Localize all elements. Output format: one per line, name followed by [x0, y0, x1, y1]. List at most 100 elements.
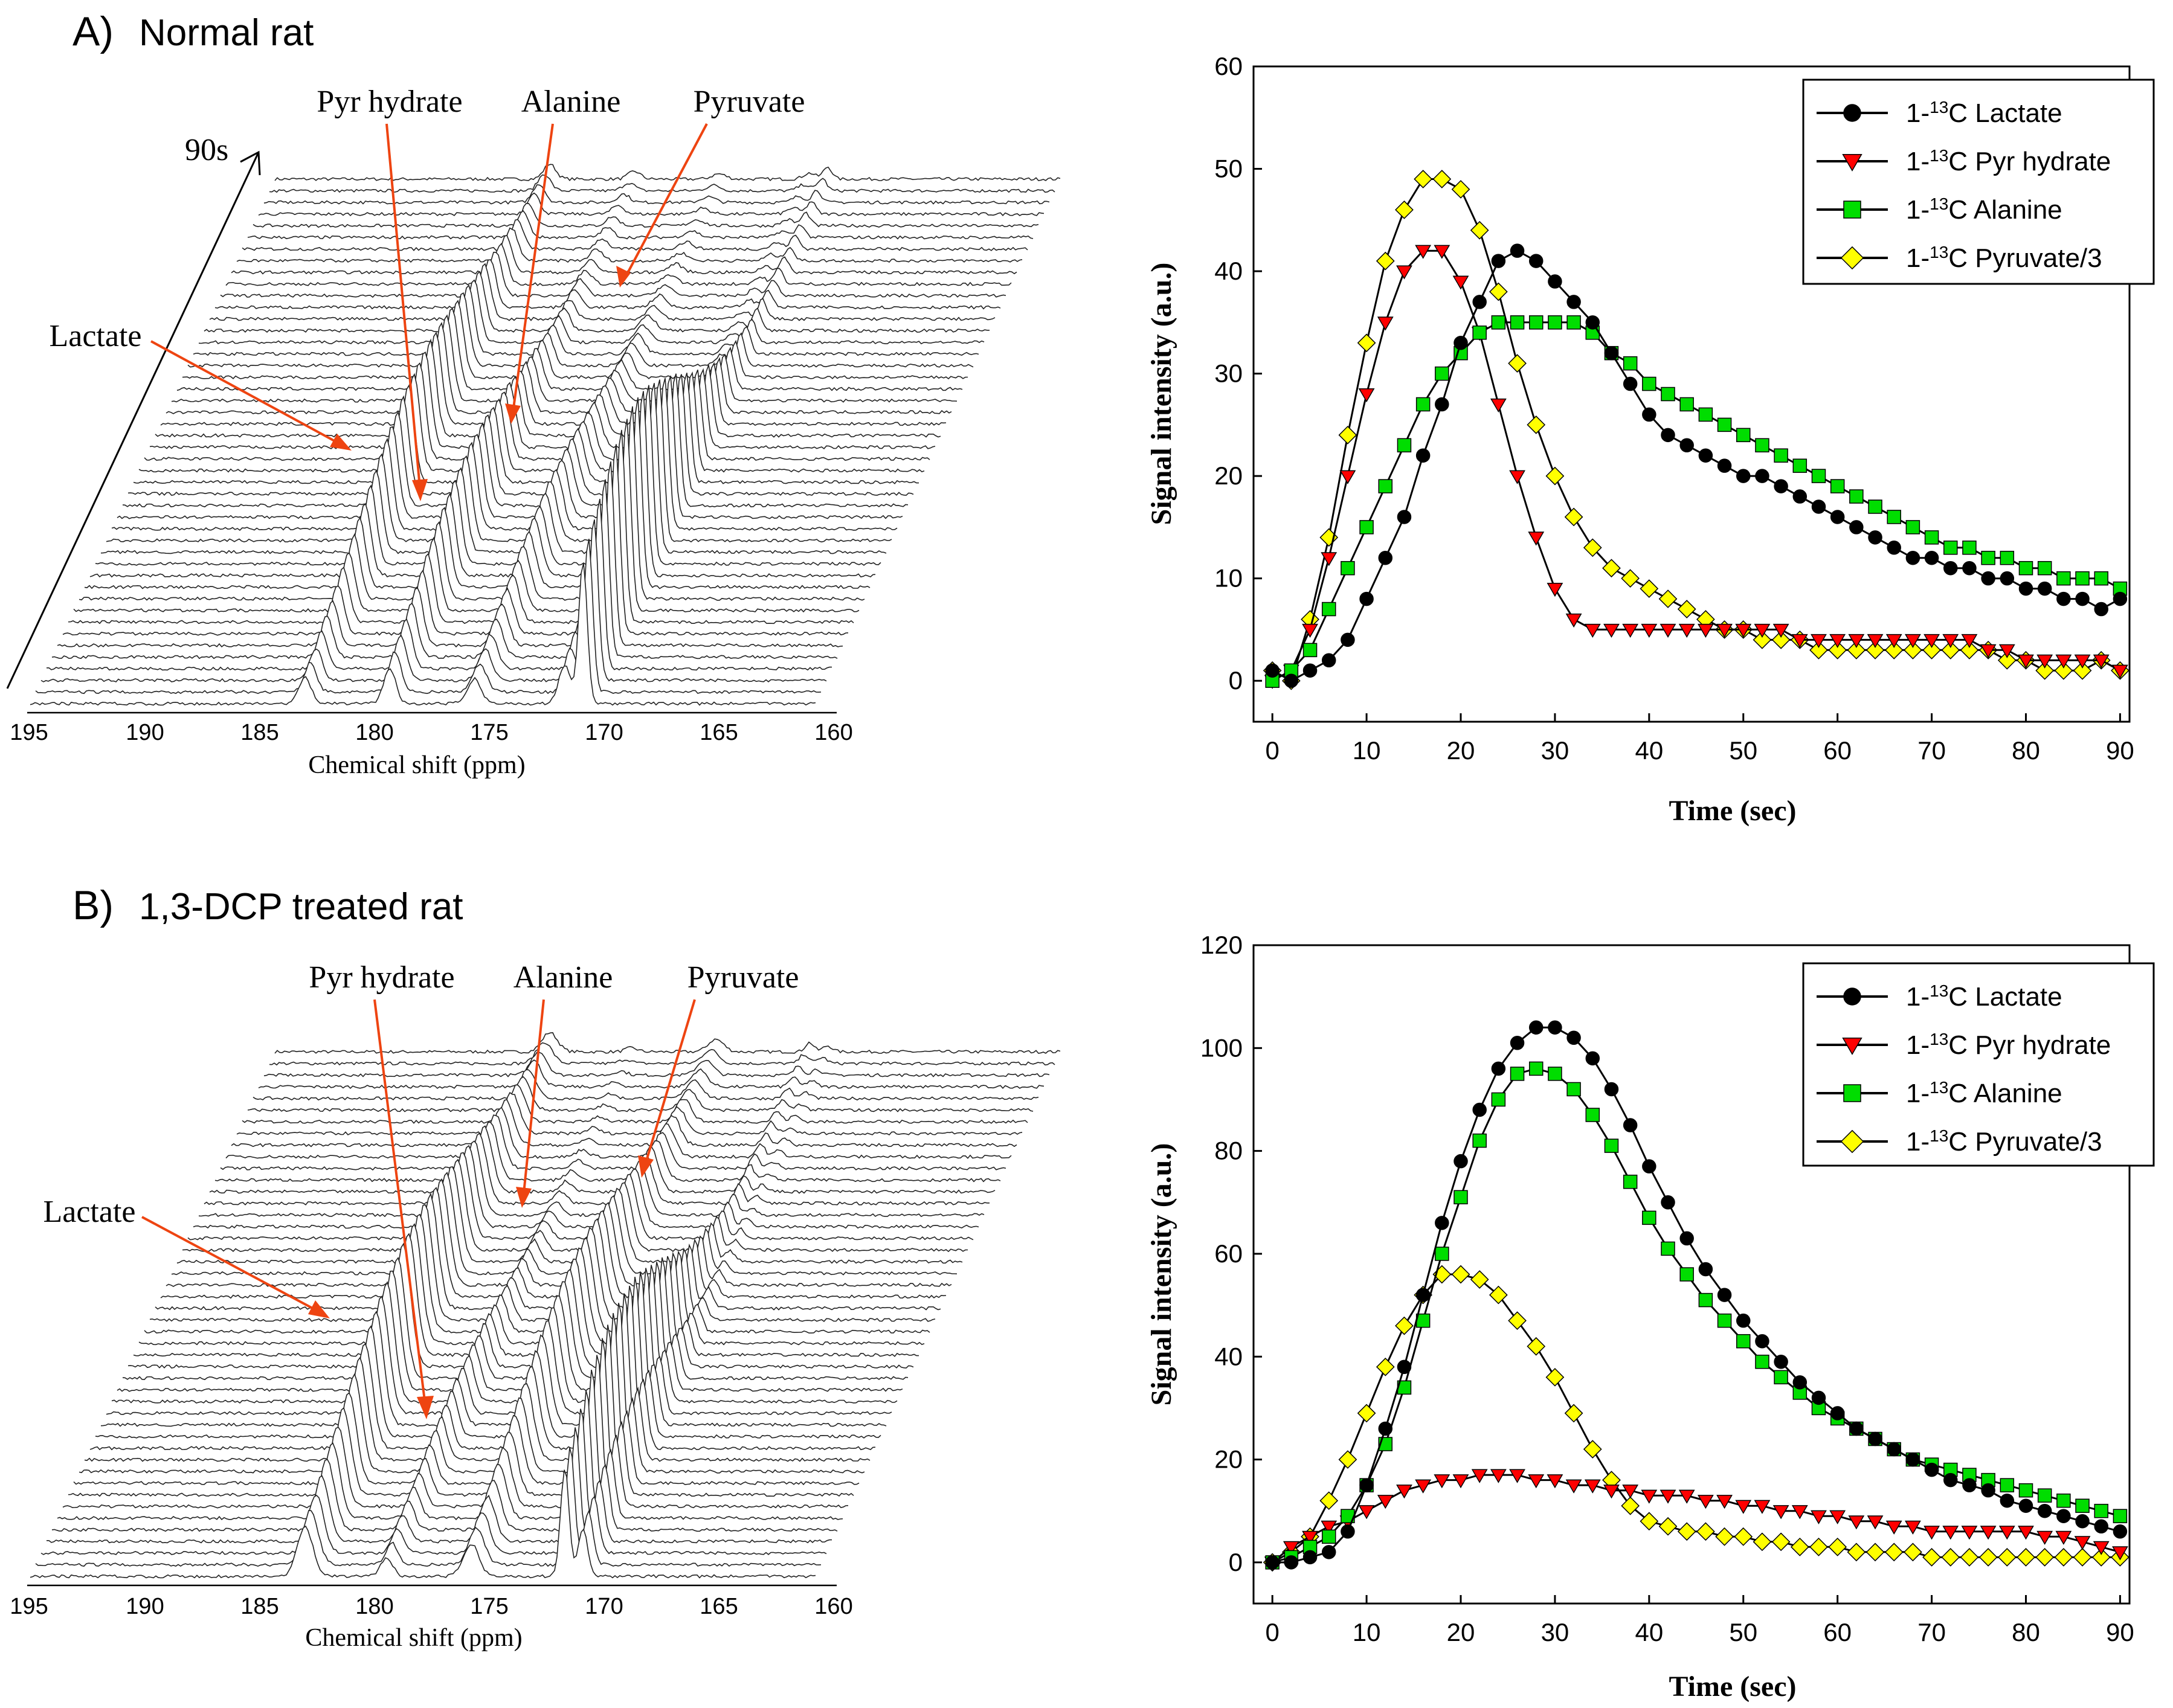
spectrum-trace [89, 391, 876, 578]
series-square [1265, 315, 2128, 688]
annotation-arrow [373, 999, 427, 1411]
data-point [1829, 634, 1846, 648]
data-point [1866, 1543, 1885, 1562]
data-point [2056, 1493, 2071, 1508]
data-point [1981, 1483, 1995, 1498]
data-point [1924, 530, 1939, 545]
data-point [1621, 569, 1640, 588]
data-point [1528, 1020, 1544, 1035]
data-point [1377, 1495, 1394, 1509]
data-point [1319, 1491, 1339, 1511]
data-point [1566, 1030, 1581, 1045]
data-point [1415, 245, 1432, 259]
x-tick-label: 60 [1823, 736, 1852, 765]
annotation-pyruvate: Pyruvate [694, 85, 805, 119]
data-point [1566, 295, 1581, 309]
data-point [1849, 1421, 1864, 1436]
data-point [2018, 581, 2033, 596]
spectrum-trace [144, 1213, 930, 1334]
series-circle [1265, 1020, 2128, 1570]
spectrum-trace [274, 164, 1061, 182]
data-point [2091, 1547, 2111, 1567]
panel-a-title: Normal rat [139, 12, 314, 54]
data-point [1942, 634, 1959, 648]
data-point [1698, 407, 1713, 422]
data-point [1941, 1547, 1960, 1567]
data-point [1679, 1267, 1694, 1282]
spectrum-trace [236, 1091, 1023, 1136]
data-point [1735, 1500, 1752, 1514]
data-point [1792, 489, 1808, 504]
data-point [1717, 458, 1732, 473]
data-point [1452, 275, 1469, 290]
annotation-arrow [385, 123, 422, 495]
data-point [1922, 640, 1941, 660]
data-point [1811, 1510, 1827, 1524]
spectrum-trace [62, 1355, 849, 1509]
data-point [1904, 1543, 1922, 1562]
x-tick-label: 40 [1635, 1618, 1663, 1646]
data-point [1453, 1154, 1468, 1169]
data-point [1623, 1118, 1638, 1132]
annotation-arrow [522, 999, 545, 1199]
spectrum-trace [182, 1158, 968, 1253]
data-point [1905, 520, 1920, 535]
panel-b-xlabel: Chemical shift (ppm) [305, 1624, 522, 1652]
data-point [1528, 315, 1544, 330]
legend-label: 1-13C Alanine [1906, 1078, 2062, 1109]
data-point [1565, 1479, 1582, 1494]
spectrum-trace [100, 1276, 887, 1427]
data-point [2036, 654, 2053, 669]
data-point [1772, 1505, 1789, 1520]
data-point [1661, 1241, 1675, 1256]
spectrum-trace [253, 1069, 1039, 1101]
data-point [1679, 438, 1694, 453]
arrowhead-icon [638, 1155, 654, 1178]
spectrum-trace [160, 332, 947, 426]
x-ticks: 0 10 20 30 40 50 60 70 80 90 [1266, 1595, 2134, 1646]
data-point [1791, 634, 1808, 648]
data-point [1840, 1129, 1864, 1154]
data-point [1357, 333, 1376, 353]
data-point [1585, 1051, 1600, 1066]
data-point [1843, 104, 1861, 122]
data-point [2018, 1498, 2033, 1513]
spectrum-trace [176, 1166, 963, 1264]
panel-a-time-arrow [6, 152, 260, 689]
data-point [1604, 345, 1619, 361]
x-ticks: 0 10 20 30 40 50 60 70 80 90 [1266, 713, 2134, 765]
data-point [1811, 1390, 1826, 1405]
data-point [1697, 623, 1714, 638]
spectrum-trace [209, 1125, 996, 1194]
data-point [1981, 571, 1995, 586]
tick-label: 185 [240, 1594, 278, 1619]
data-point [1847, 1543, 1866, 1562]
data-point [1435, 1247, 1449, 1261]
data-point [2056, 571, 2071, 586]
data-point [1415, 397, 1431, 412]
data-point [1378, 479, 1393, 493]
spectrum-trace [47, 1408, 832, 1544]
tick-label: 165 [700, 1594, 738, 1619]
data-point [1642, 1210, 1656, 1225]
data-point [1755, 1355, 1769, 1369]
data-point [1415, 1288, 1431, 1302]
data-point [1679, 1231, 1694, 1246]
panel-a-timecourse: 0 10 20 30 40 50 60 0 10 20 30 40 50 60 70 80 90 Signal… [1145, 52, 2155, 827]
data-point [1962, 560, 1977, 576]
data-point [1716, 1495, 1733, 1509]
tick-label: 195 [10, 720, 48, 745]
data-point [1397, 438, 1412, 453]
y-ticks: 0 10 20 30 40 50 60 [1214, 52, 1262, 695]
y-tick-label: 20 [1214, 1445, 1243, 1474]
data-point [1924, 634, 1940, 648]
data-point [1792, 1375, 1808, 1390]
data-point [1960, 640, 1979, 660]
data-point [1491, 1061, 1506, 1076]
data-point [2018, 1483, 2033, 1498]
data-point [1961, 1526, 1978, 1540]
data-point [1830, 1406, 1845, 1421]
data-point [1338, 425, 1357, 445]
y-tick-label: 0 [1229, 1548, 1243, 1576]
spectrum-trace [106, 379, 892, 543]
